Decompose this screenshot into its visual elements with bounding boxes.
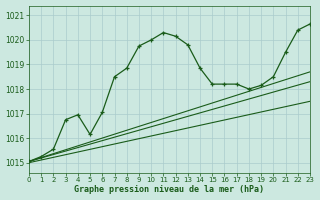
X-axis label: Graphe pression niveau de la mer (hPa): Graphe pression niveau de la mer (hPa): [75, 185, 265, 194]
